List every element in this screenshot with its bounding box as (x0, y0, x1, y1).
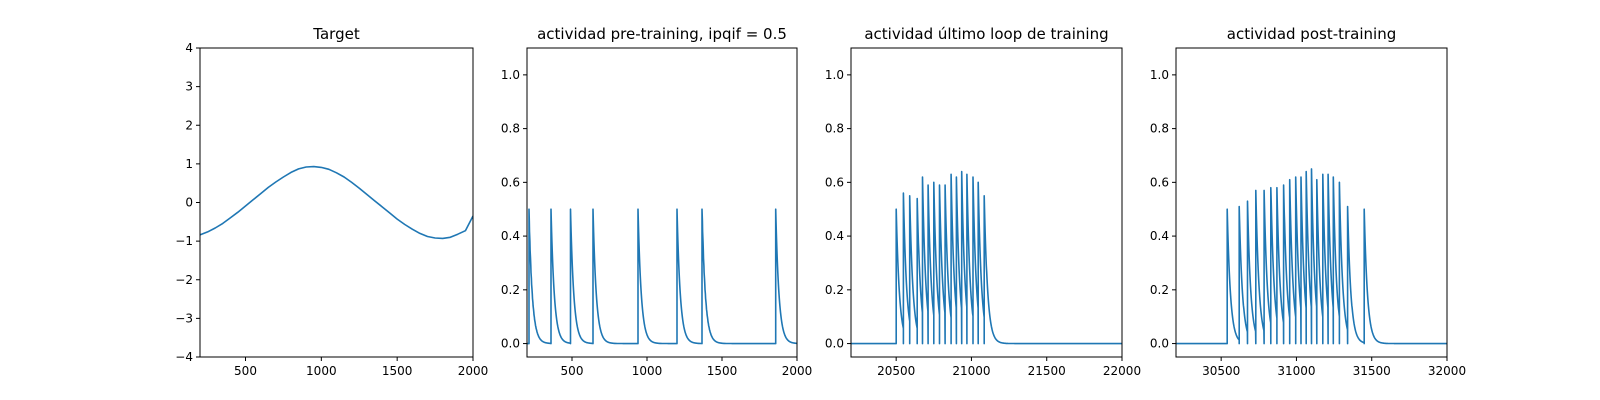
y-tick-label: 0.0 (1150, 337, 1169, 351)
y-tick-label: 0.4 (1150, 229, 1169, 243)
y-tick-label: −1 (175, 234, 193, 248)
y-tick-label: 0.2 (825, 283, 844, 297)
x-tick-label: 2000 (782, 364, 813, 378)
y-tick-label: 0.4 (501, 229, 520, 243)
y-tick-label: 4 (185, 41, 193, 55)
plot-frame (526, 47, 798, 358)
x-tick-label: 500 (561, 364, 584, 378)
y-tick-label: 0.0 (825, 337, 844, 351)
chart-title: actividad pre-training, ipqif = 0.5 (537, 25, 787, 43)
x-tick-label: 31000 (1277, 364, 1315, 378)
y-tick-label: 0 (185, 196, 193, 210)
chart-title: Target (312, 25, 360, 43)
y-tick-label: 0.6 (825, 175, 844, 189)
x-tick-label: 1500 (707, 364, 738, 378)
y-tick-label: 3 (185, 80, 193, 94)
x-tick-label: 1000 (306, 364, 337, 378)
x-tick-label: 20500 (877, 364, 915, 378)
x-tick-label: 1500 (382, 364, 413, 378)
x-tick-label: 1000 (632, 364, 663, 378)
y-tick-label: 0.8 (501, 122, 520, 136)
y-tick-label: 0.8 (1150, 122, 1169, 136)
x-tick-label: 21000 (952, 364, 990, 378)
x-tick-label: 21500 (1028, 364, 1066, 378)
y-tick-label: 0.8 (825, 122, 844, 136)
y-tick-label: 1.0 (1150, 68, 1169, 82)
series-line-1 (200, 165, 473, 240)
y-tick-label: −3 (175, 311, 193, 325)
y-tick-label: 1.0 (501, 68, 520, 82)
chart-panel-4: actividad post-training 30500 31000 31500 32… (1150, 25, 1466, 378)
chart-panel-2: actividad pre-training, ipqif = 0.5 500 10… (501, 25, 812, 378)
y-tick-label: 1 (185, 157, 193, 171)
chart-panel-3: actividad último loop de training 20500 21… (825, 25, 1141, 378)
y-tick-label: 1.0 (825, 68, 844, 82)
y-tick-label: −2 (175, 273, 193, 287)
chart-title: actividad post-training (1227, 25, 1396, 43)
x-tick-label: 22000 (1103, 364, 1141, 378)
x-tick-label: 500 (234, 364, 257, 378)
y-tick-label: 0.6 (501, 175, 520, 189)
series-line-2 (527, 208, 797, 345)
y-tick-label: 0.6 (1150, 175, 1169, 189)
x-tick-label: 30500 (1202, 364, 1240, 378)
series-line-4 (1176, 168, 1447, 345)
x-tick-label: 31500 (1353, 364, 1391, 378)
plot-frame (850, 47, 1123, 358)
y-tick-label: 0.2 (501, 283, 520, 297)
series-line-3 (851, 170, 1122, 345)
chart-title: actividad último loop de training (864, 25, 1108, 43)
y-tick-label: 0.2 (1150, 283, 1169, 297)
chart-panel-1: Target 500 1000 1500 2000 −4 −3 −2 −1 0 1 2 3 4 (175, 25, 488, 378)
x-tick-label: 2000 (458, 364, 489, 378)
y-tick-label: 0.0 (501, 337, 520, 351)
y-tick-label: 0.4 (825, 229, 844, 243)
y-tick-label: −4 (175, 350, 193, 364)
plot-frame (1175, 47, 1448, 358)
plot-frame (199, 47, 474, 358)
y-tick-label: 2 (185, 118, 193, 132)
x-tick-label: 32000 (1428, 364, 1466, 378)
